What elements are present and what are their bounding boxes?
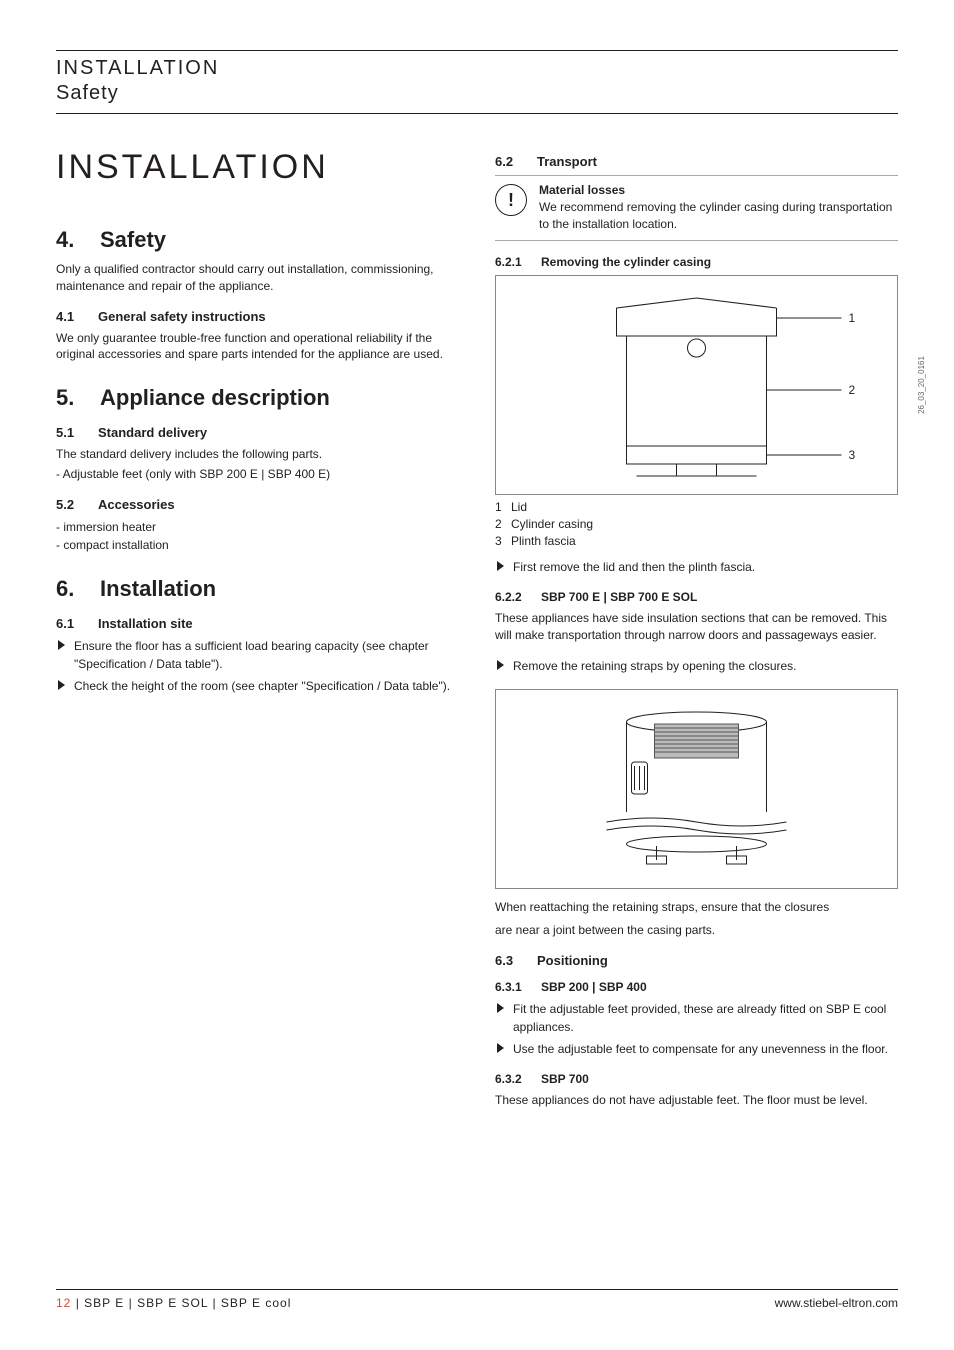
legend-item: 3Plinth fascia [495, 533, 898, 550]
section-4-1-heading: 4.1 General safety instructions [56, 309, 459, 324]
section-5-1-num: 5.1 [56, 425, 84, 440]
section-6-3-2-title: SBP 700 [541, 1072, 589, 1086]
legend-item: 2Cylinder casing [495, 516, 898, 533]
section-5-heading: 5. Appliance description [56, 385, 459, 411]
section-6-3-1-list: Fit the adjustable feet provided, these … [495, 1000, 898, 1058]
section-6-3-heading: 6.3 Positioning [495, 953, 898, 968]
cylinder-figure: 1 2 3 26_03_20_0161 [495, 275, 898, 495]
insulation-svg [506, 704, 887, 874]
section-6-2-2-heading: 6.2.2 SBP 700 E | SBP 700 E SOL [495, 590, 898, 604]
list-item: compact installation [56, 536, 459, 554]
main-title: INSTALLATION [56, 148, 459, 187]
section-5-1-body: The standard delivery includes the follo… [56, 446, 459, 463]
section-6-2-2-after2: are near a joint between the casing part… [495, 922, 898, 939]
section-6-3-2-heading: 6.3.2 SBP 700 [495, 1072, 898, 1086]
figure-ref: 26_03_20_0161 [917, 356, 926, 414]
section-5-title: Appliance description [100, 385, 330, 411]
list-item: Remove the retaining straps by opening t… [495, 657, 898, 675]
section-5-1-title: Standard delivery [98, 425, 207, 440]
section-6-2-2-title: SBP 700 E | SBP 700 E SOL [541, 590, 697, 604]
section-5-2-list: immersion heater compact installation [56, 518, 459, 554]
figure-legend: 1Lid 2Cylinder casing 3Plinth fascia [495, 499, 898, 549]
svg-text:3: 3 [849, 448, 856, 462]
section-6-2-1-title: Removing the cylinder casing [541, 255, 711, 269]
section-5-1-heading: 5.1 Standard delivery [56, 425, 459, 440]
footer-url: www.stiebel-eltron.com [775, 1296, 898, 1310]
section-4-1-body: We only guarantee trouble-free function … [56, 330, 459, 364]
list-item: immersion heater [56, 518, 459, 536]
section-6-2-2-num: 6.2.2 [495, 590, 531, 604]
list-item: Use the adjustable feet to compensate fo… [495, 1040, 898, 1058]
cylinder-svg: 1 2 3 [506, 290, 887, 480]
section-6-title: Installation [100, 576, 216, 602]
section-5-1-list: Adjustable feet (only with SBP 200 E | S… [56, 465, 459, 483]
list-item: Check the height of the room (see chapte… [56, 677, 459, 695]
section-4-1-title: General safety instructions [98, 309, 266, 324]
callout-title: Material losses [539, 183, 625, 197]
section-5-2-heading: 5.2 Accessories [56, 497, 459, 512]
section-5-num: 5. [56, 385, 82, 411]
section-6-3-num: 6.3 [495, 953, 523, 968]
section-6-2-1-step: First remove the lid and then the plinth… [495, 558, 898, 576]
legend-item: 1Lid [495, 499, 898, 516]
page-footer: 12 | SBP E | SBP E SOL | SBP E cool www.… [56, 1289, 898, 1310]
list-item: First remove the lid and then the plinth… [495, 558, 898, 576]
section-6-3-1-num: 6.3.1 [495, 980, 531, 994]
footer-sep: | [71, 1296, 84, 1310]
section-6-2-2-after1: When reattaching the retaining straps, e… [495, 899, 898, 916]
section-6-heading: 6. Installation [56, 576, 459, 602]
section-4-intro: Only a qualified contractor should carry… [56, 261, 459, 295]
section-6-3-2-body: These appliances do not have adjustable … [495, 1092, 898, 1109]
page-number: 12 [56, 1296, 71, 1310]
section-4-1-num: 4.1 [56, 309, 84, 324]
section-6-num: 6. [56, 576, 82, 602]
section-6-1-num: 6.1 [56, 616, 84, 631]
list-item: Ensure the floor has a sufficient load b… [56, 637, 459, 673]
material-losses-callout: ! Material losses We recommend removing … [495, 175, 898, 241]
section-6-2-1-num: 6.2.1 [495, 255, 531, 269]
section-6-2-2-body: These appliances have side insulation se… [495, 610, 898, 644]
running-head-line2: Safety [56, 82, 898, 105]
svg-text:2: 2 [849, 383, 856, 397]
section-4-num: 4. [56, 227, 82, 253]
section-6-1-heading: 6.1 Installation site [56, 616, 459, 631]
section-6-2-1-heading: 6.2.1 Removing the cylinder casing [495, 255, 898, 269]
svg-text:1: 1 [849, 311, 856, 325]
section-6-2-num: 6.2 [495, 154, 523, 169]
section-6-2-title: Transport [537, 154, 597, 169]
section-6-2-heading: 6.2 Transport [495, 154, 898, 169]
section-6-1-title: Installation site [98, 616, 193, 631]
section-5-2-title: Accessories [98, 497, 175, 512]
callout-body: We recommend removing the cylinder casin… [539, 200, 892, 231]
section-6-3-1-title: SBP 200 | SBP 400 [541, 980, 647, 994]
list-item: Adjustable feet (only with SBP 200 E | S… [56, 465, 459, 483]
running-head-line1: INSTALLATION [56, 57, 898, 80]
footer-left: 12 | SBP E | SBP E SOL | SBP E cool [56, 1296, 291, 1310]
section-6-2-2-step: Remove the retaining straps by opening t… [495, 657, 898, 675]
section-5-2-num: 5.2 [56, 497, 84, 512]
section-6-3-1-heading: 6.3.1 SBP 200 | SBP 400 [495, 980, 898, 994]
section-6-3-2-num: 6.3.2 [495, 1072, 531, 1086]
footer-models: SBP E | SBP E SOL | SBP E cool [84, 1296, 291, 1310]
section-4-title: Safety [100, 227, 166, 253]
warning-icon: ! [495, 184, 527, 216]
list-item: Fit the adjustable feet provided, these … [495, 1000, 898, 1036]
section-6-1-list: Ensure the floor has a sufficient load b… [56, 637, 459, 695]
section-6-3-title: Positioning [537, 953, 608, 968]
section-4-heading: 4. Safety [56, 227, 459, 253]
insulation-figure [495, 689, 898, 889]
